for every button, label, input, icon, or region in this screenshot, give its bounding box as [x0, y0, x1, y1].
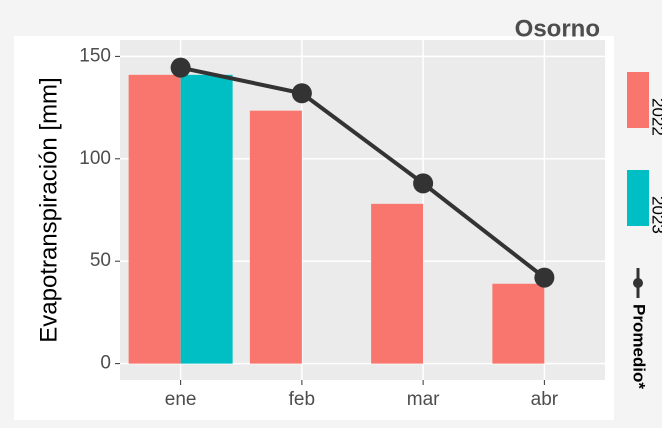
legend-label: Promedio*	[630, 304, 649, 389]
point	[534, 267, 555, 288]
y-tick-label: 50	[90, 250, 111, 271]
y-tick-label: 0	[100, 353, 111, 374]
point	[291, 83, 312, 104]
y-axis-label: Evapotranspiración [mm]	[35, 77, 62, 342]
legend-key-point	[633, 278, 643, 288]
y-tick-label: 150	[79, 45, 111, 66]
bar	[180, 74, 233, 364]
legend-label: 2023	[649, 196, 662, 234]
point	[170, 57, 191, 78]
bar	[249, 110, 302, 364]
legend-label: 2022	[649, 98, 662, 136]
legend-key	[627, 170, 649, 226]
bar	[128, 74, 181, 364]
x-tick-label: mar	[407, 389, 440, 410]
bar	[492, 283, 545, 364]
x-tick-label: abr	[531, 389, 559, 410]
chart-title: Osorno	[515, 15, 600, 42]
y-tick-label: 100	[79, 148, 111, 169]
x-tick-label: ene	[165, 389, 197, 410]
x-tick-label: feb	[289, 389, 315, 410]
bar	[371, 203, 424, 364]
point	[413, 173, 434, 194]
legend-key	[627, 72, 649, 128]
line	[180, 65, 546, 280]
